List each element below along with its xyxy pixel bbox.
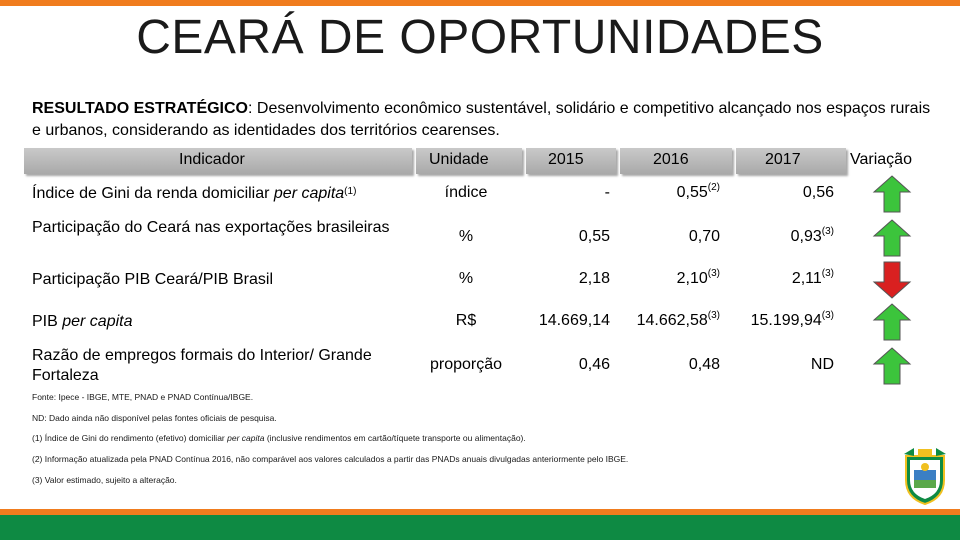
note-1-post: (inclusive rendimentos em cartão/tíquete… [264, 433, 526, 443]
table-header-2016: 2016 [620, 148, 732, 174]
header-unit-label: Unidade [429, 151, 489, 168]
value-2015: 14.669,14 [538, 312, 610, 329]
arrow-down-icon [872, 261, 912, 299]
note-3: (3) Valor estimado, sujeito a alteração. [32, 475, 177, 485]
value-2015-cell: 2,18 [470, 270, 610, 288]
arrow-up-icon [872, 219, 912, 257]
header-variation-label: Variação [850, 151, 912, 168]
value-2017-cell: 2,11(3) [694, 268, 834, 288]
indicator-footnote-ref: (1) [344, 186, 357, 197]
header-2015-label: 2015 [548, 151, 584, 168]
table-header-2015: 2015 [526, 148, 616, 174]
value-2015: 0,55 [578, 228, 610, 245]
value-2016: 14.662,58 [636, 312, 708, 329]
value-2016-cell: 14.662,58(3) [580, 310, 720, 330]
bottom-orange-bar [0, 509, 960, 515]
note-source: Fonte: Ipece - IBGE, MTE, PNAD e PNAD Co… [32, 392, 254, 402]
strategic-result: RESULTADO ESTRATÉGICO: Desenvolvimento e… [32, 98, 932, 142]
ceara-crest-icon [904, 448, 946, 506]
value-2017-footnote-ref: (3) [821, 310, 834, 321]
value-2015-cell: 0,55 [470, 228, 610, 246]
value-2016-cell: 0,70 [580, 228, 720, 246]
value-2016: 0,48 [688, 356, 720, 373]
unit-cell: % [458, 270, 474, 287]
indicator-text: Razão de empregos formais do Interior/ G… [32, 347, 372, 384]
indicator-cell: PIB per capita [32, 312, 412, 332]
table-row: PIB per capita R$ 14.669,14 14.662,58(3) 15.… [24, 303, 936, 341]
table-row: Participação PIB Ceará/PIB Brasil% 2,18 2,… [24, 261, 936, 299]
table-header-indicator: Indicador [24, 148, 412, 174]
value-2017-footnote-ref: (3) [821, 268, 834, 279]
value-2017: 2,11 [791, 270, 822, 287]
value-2015-cell: 14.669,14 [470, 312, 610, 330]
arrow-up-icon [872, 347, 912, 385]
value-2017-cell: 0,93(3) [694, 226, 834, 246]
bottom-green-bar [0, 515, 960, 540]
table-row: Índice de Gini da renda domiciliar per c… [24, 175, 936, 213]
page-title: CEARÁ DE OPORTUNIDADES [136, 11, 824, 64]
value-2016-cell: 0,55(2) [580, 182, 720, 202]
arrow-up-icon [872, 303, 912, 341]
header-2016-label: 2016 [653, 151, 689, 168]
note-nd: ND: Dado ainda não disponível pelas font… [32, 413, 277, 423]
indicator-text: Participação PIB Ceará/PIB Brasil [32, 271, 273, 288]
note-1: (1) Índice de Gini do rendimento (efetiv… [32, 433, 526, 443]
value-2017: 0,56 [802, 184, 834, 201]
value-2016-footnote-ref: (2) [707, 182, 720, 193]
table-header-unit: Unidade [416, 148, 522, 174]
unit-cell: % [458, 228, 474, 245]
value-2017-footnote-ref: (3) [821, 226, 834, 237]
table-row: Participação do Ceará nas exportações br… [24, 216, 936, 260]
value-2017: 15.199,94 [750, 312, 822, 329]
value-2016-footnote-ref: (3) [707, 310, 720, 321]
indicator-text: Participação do Ceará nas exportações br… [32, 219, 390, 236]
strategic-result-label: RESULTADO ESTRATÉGICO [32, 100, 248, 117]
indicator-cell: Participação PIB Ceará/PIB Brasil [32, 270, 412, 290]
value-2016: 0,55 [676, 184, 708, 201]
indicator-text: PIB [32, 313, 63, 330]
value-2017-cell: 0,56 [694, 184, 834, 202]
value-2015-cell: 0,46 [470, 356, 610, 374]
value-2016-footnote-ref: (3) [707, 268, 720, 279]
value-2016: 2,10 [676, 270, 708, 287]
unit-cell: R$ [455, 312, 477, 329]
indicator-emphasis: per capita [62, 313, 133, 330]
indicator-text: Índice de Gini da renda domiciliar [32, 185, 274, 202]
value-2017-cell: ND [694, 356, 834, 374]
note-2: (2) Informação atualizada pela PNAD Cont… [32, 454, 629, 464]
top-accent-bar [0, 0, 960, 6]
value-2016: 0,70 [688, 228, 720, 245]
value-2015-cell: - [470, 184, 610, 202]
indicator-emphasis: per capita [273, 185, 345, 202]
indicator-cell: Índice de Gini da renda domiciliar per c… [32, 184, 412, 204]
value-2015: 2,18 [578, 270, 610, 287]
value-2017: 0,93 [790, 228, 822, 245]
value-2015: 0,46 [578, 356, 610, 373]
value-2015: - [604, 184, 610, 201]
header-2017-label: 2017 [765, 151, 801, 168]
strategic-result-text: : Desenvolvimento econômico sustentável,… [32, 100, 931, 139]
note-1-em: per capita [227, 433, 265, 443]
unit-cell: índice [444, 184, 488, 201]
indicator-cell: Participação do Ceará nas exportações br… [32, 218, 412, 238]
value-2017: ND [810, 356, 834, 373]
indicator-cell: Razão de empregos formais do Interior/ G… [32, 346, 412, 386]
table-header-2017: 2017 [736, 148, 846, 174]
arrow-up-icon [872, 175, 912, 213]
value-2016-cell: 2,10(3) [580, 268, 720, 288]
value-2016-cell: 0,48 [580, 356, 720, 374]
table-row: Razão de empregos formais do Interior/ G… [24, 342, 936, 390]
value-2017-cell: 15.199,94(3) [694, 310, 834, 330]
unit-cell: proporção [429, 356, 503, 373]
note-1-pre: (1) Índice de Gini do rendimento (efetiv… [32, 433, 228, 443]
header-indicator-label: Indicador [179, 151, 245, 168]
